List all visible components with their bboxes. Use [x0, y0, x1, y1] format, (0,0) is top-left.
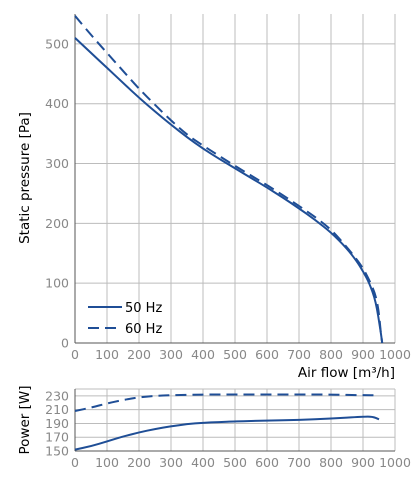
power-x-tick-label: 200: [127, 455, 151, 470]
power-x-tick-label: 100: [95, 455, 119, 470]
pressure-x-axis-label: Air flow [m³/h]: [298, 365, 395, 381]
power-series-50hz-line: [74, 415, 380, 451]
power-x-tick-label: 300: [159, 455, 183, 470]
pressure-y-tick-label: 500: [45, 36, 69, 51]
pressure-y-tick-label: 0: [61, 336, 69, 351]
power-x-tick-label: 0: [71, 455, 79, 470]
power-x-tick-label: 700: [287, 455, 311, 470]
power-y-axis-label: Power [W]: [17, 386, 33, 455]
pressure-x-tick-label: 400: [191, 347, 215, 362]
pressure-series-50hz-line: [74, 37, 384, 344]
power-x-tick-label: 1000: [379, 455, 411, 470]
pressure-y-tick-label: 200: [45, 216, 69, 231]
pressure-x-tick-label: 300: [159, 347, 183, 362]
pressure-x-tick-label: 800: [319, 347, 343, 362]
power-y-tick-label: 210: [45, 402, 69, 417]
power-series-60hz-line: [74, 393, 379, 412]
power-x-tick-label: 500: [223, 455, 247, 470]
legend-label: 50 Hz: [125, 301, 162, 316]
pressure-y-axis-label: Static pressure [Pa]: [17, 112, 33, 244]
power-y-tick-label: 150: [45, 444, 69, 459]
power-y-tick-label: 230: [45, 388, 69, 403]
pressure-series-60hz-line: [74, 15, 384, 344]
power-x-tick-label: 600: [255, 455, 279, 470]
legend-label: 60 Hz: [125, 322, 162, 337]
pressure-grid: [75, 14, 396, 343]
pressure-x-tick-label: 500: [223, 347, 247, 362]
power-x-tick-label: 900: [351, 455, 375, 470]
pressure-x-tick-label: 700: [287, 347, 311, 362]
pressure-x-tick-label: 200: [127, 347, 151, 362]
power-x-tick-label: 800: [319, 455, 343, 470]
pressure-x-tick-label: 100: [95, 347, 119, 362]
pressure-y-tick-label: 300: [45, 156, 69, 171]
power-x-tick-label: 400: [191, 455, 215, 470]
pressure-chart: 0 100 200 300 400 500 600 700 800 900 1000 0 100 200 3…: [17, 14, 411, 381]
pressure-y-tick-label: 400: [45, 96, 69, 111]
pressure-x-tick-label: 600: [255, 347, 279, 362]
pressure-x-tick-label: 900: [351, 347, 375, 362]
pressure-x-tick-label: 0: [71, 347, 79, 362]
power-y-tick-label: 190: [45, 416, 69, 431]
power-grid: [75, 388, 396, 451]
power-y-tick-label: 170: [45, 430, 69, 445]
pressure-legend: 50 Hz 60 Hz: [88, 301, 162, 337]
pressure-x-tick-label: 1000: [379, 347, 411, 362]
pressure-y-tick-label: 100: [45, 276, 69, 291]
power-chart: 0 100 200 300 400 500 600 700 800 900 1000 15017019…: [17, 386, 411, 471]
